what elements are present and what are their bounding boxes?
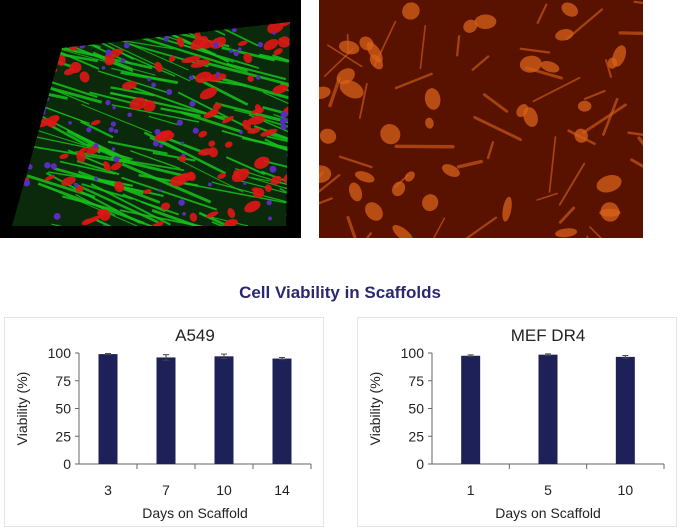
chart-mef-dr4-plot: MEF DR4 0 25 50 75 100 Viability (%) 1 5 10 Days o…	[367, 326, 665, 521]
y-tick-label: 75	[55, 373, 71, 389]
figure-title: Cell Viability in Scaffolds	[239, 283, 441, 302]
bar	[98, 354, 118, 464]
bar	[214, 356, 234, 464]
x-tick-label: 10	[216, 482, 232, 498]
error-bar	[622, 355, 629, 359]
y-tick-label: 25	[408, 428, 424, 444]
x-tick-label: 5	[544, 482, 552, 498]
chart-title: MEF DR4	[511, 326, 586, 345]
error-bar	[279, 356, 285, 361]
error-bar	[163, 354, 169, 361]
error-bar	[221, 353, 227, 360]
y-tick-label: 0	[63, 456, 71, 472]
x-tick-label: 14	[274, 482, 290, 498]
bar	[538, 354, 558, 464]
error-bar	[545, 353, 551, 356]
chart-a549: A549 0 25 50 75 100 Viability (%) 3 7 10 14 Days on…	[4, 317, 324, 527]
bar	[461, 355, 481, 464]
x-tick-label: 3	[104, 482, 112, 498]
x-tick-label: 10	[618, 482, 634, 498]
y-axis-label: Viability (%)	[367, 372, 383, 446]
y-tick-label: 50	[55, 401, 71, 417]
y-tick-label: 0	[416, 456, 424, 472]
y-tick-label: 100	[401, 345, 425, 361]
chart-a549-plot: A549 0 25 50 75 100 Viability (%) 3 7 10 14 Days on…	[14, 326, 312, 521]
y-tick-label: 50	[408, 401, 424, 417]
bar	[156, 357, 176, 464]
y-axis-label: Viability (%)	[14, 372, 30, 446]
x-axis-label: Days on Scaffold	[495, 505, 601, 521]
chart-mef-dr4: MEF DR4 0 25 50 75 100 Viability (%) 1 5 10 Days o…	[357, 317, 677, 527]
x-tick-label: 1	[467, 482, 475, 498]
bar	[615, 356, 635, 464]
y-tick-label: 25	[55, 428, 71, 444]
y-tick-label: 75	[408, 373, 424, 389]
bar	[272, 358, 292, 464]
fluorescent-cells-image	[319, 0, 643, 238]
error-bar	[467, 354, 474, 358]
cells-shapes	[319, 0, 643, 238]
scaffold-3d-image	[0, 0, 301, 238]
x-axis-label: Days on Scaffold	[142, 505, 248, 521]
x-tick-label: 7	[162, 482, 170, 498]
y-tick-label: 100	[48, 345, 72, 361]
error-bar	[105, 353, 111, 356]
chart-title: A549	[175, 326, 215, 345]
